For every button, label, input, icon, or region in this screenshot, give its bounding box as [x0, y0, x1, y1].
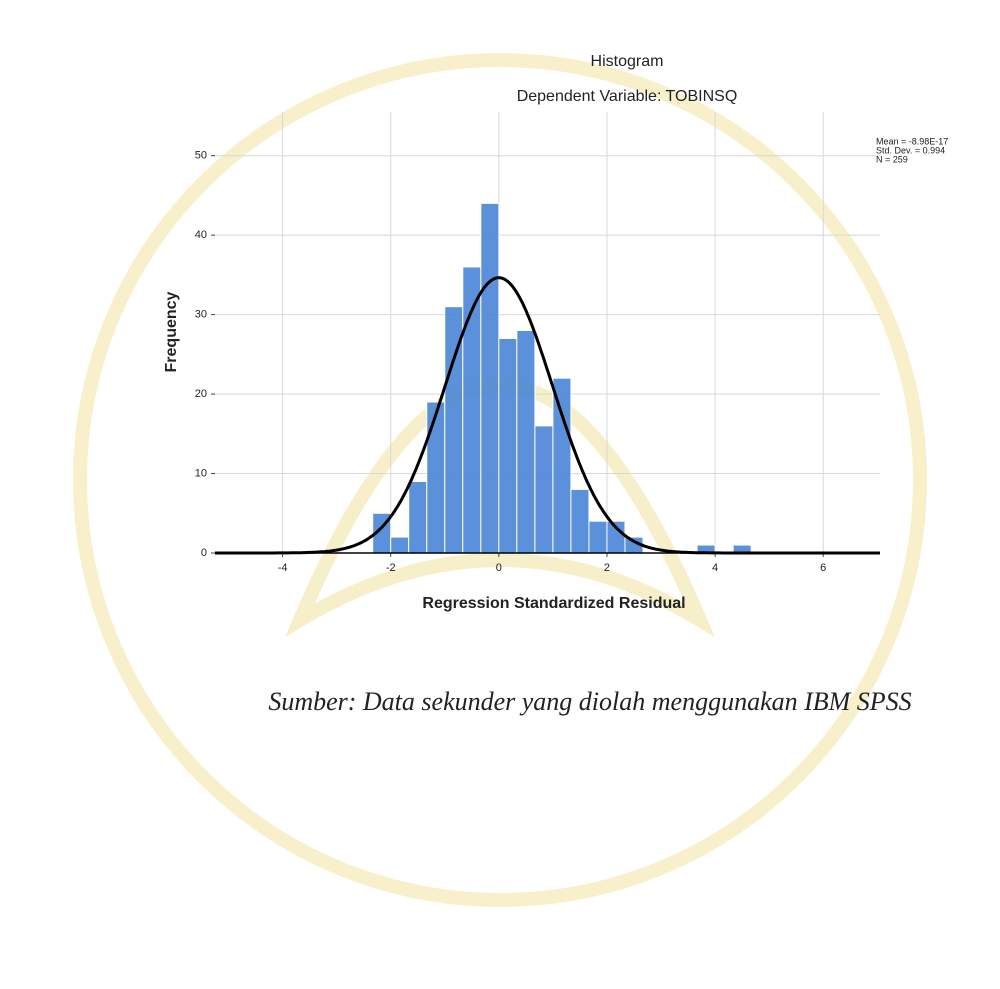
y-tick-label: 0 [201, 547, 207, 559]
stats-label: N = 259 [876, 154, 908, 164]
bar [427, 402, 445, 553]
y-tick-label: 10 [195, 467, 207, 479]
x-tick-label: 0 [496, 562, 502, 574]
page: Histogram Dependent Variable: TOBINSQ Re… [0, 0, 1000, 989]
bar [391, 537, 409, 553]
y-tick-label: 50 [195, 150, 207, 162]
x-tick-label: -2 [386, 562, 396, 574]
bar [499, 338, 517, 553]
bar [571, 489, 589, 553]
bar [589, 521, 607, 553]
y-tick-label: 20 [195, 388, 207, 400]
y-axis-label: Frequency [163, 291, 180, 372]
y-tick-label: 30 [195, 309, 207, 321]
y-tick-label: 40 [195, 229, 207, 241]
x-axis-label: Regression Standardized Residual [422, 595, 685, 612]
x-tick-label: 6 [820, 562, 826, 574]
bar [535, 426, 553, 553]
bar [553, 378, 571, 553]
bar [481, 203, 499, 553]
chart-title: Histogram [591, 53, 664, 70]
bar [517, 331, 535, 553]
chart: Histogram Dependent Variable: TOBINSQ Re… [0, 0, 1000, 989]
x-tick-label: 2 [604, 562, 610, 574]
chart-subtitle: Dependent Variable: TOBINSQ [517, 88, 738, 105]
x-tick-label: -4 [278, 562, 288, 574]
bar [409, 481, 427, 553]
caption: Sumber: Data sekunder yang diolah menggu… [268, 687, 911, 716]
x-tick-label: 4 [712, 562, 718, 574]
